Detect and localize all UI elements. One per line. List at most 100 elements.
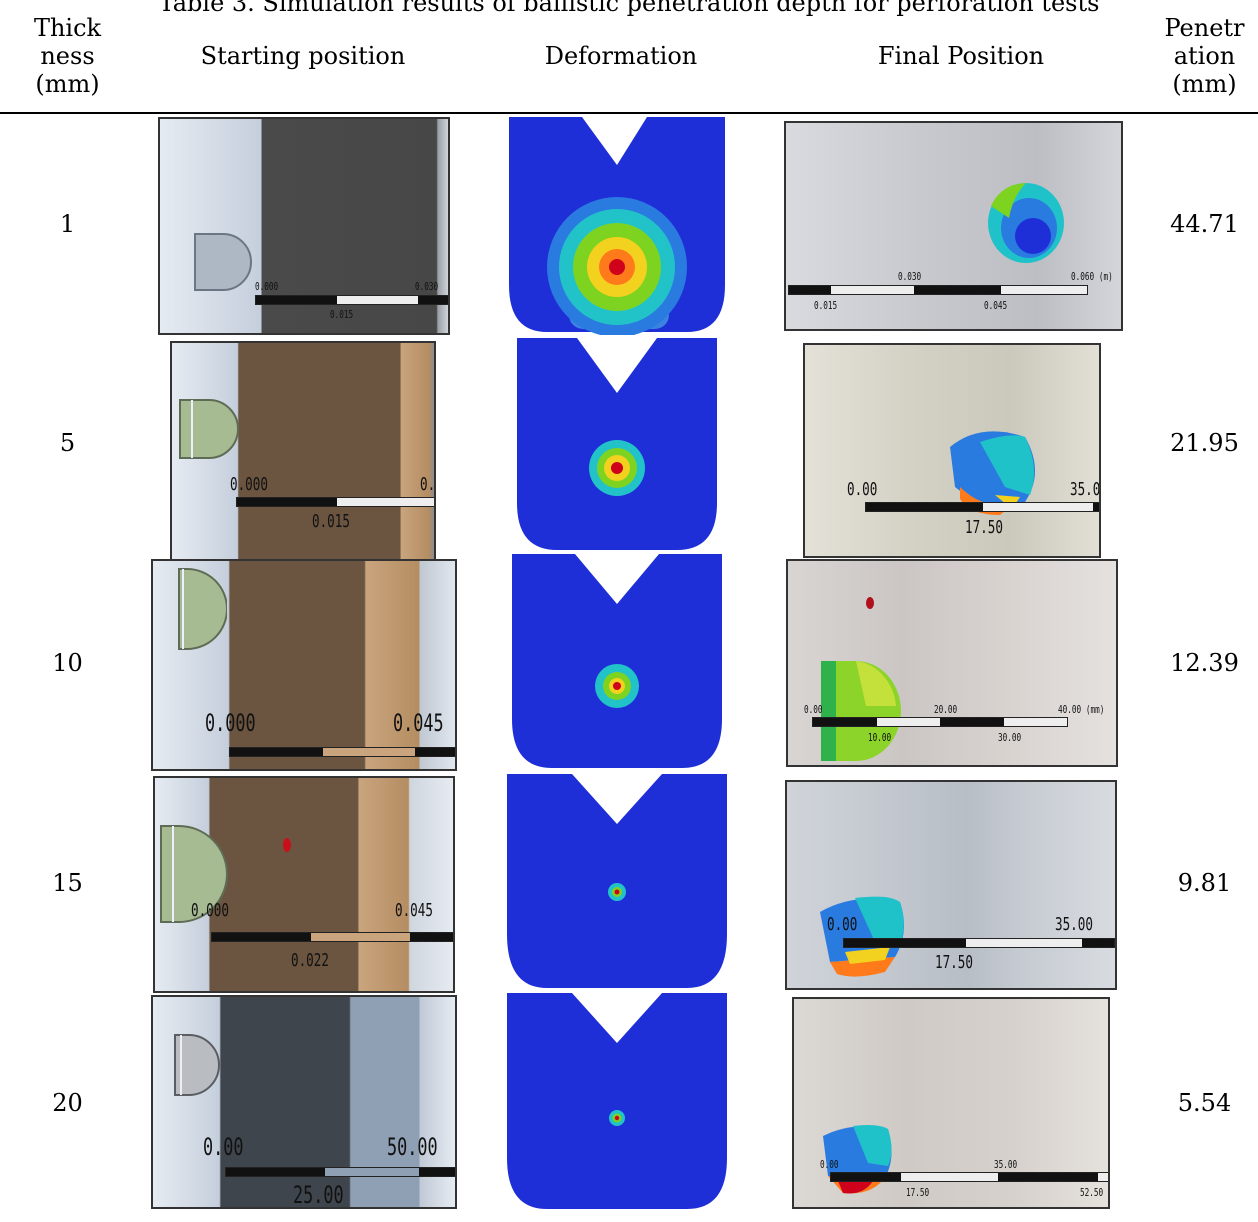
starting-position-cell: 0.000 0.045 0.022 xyxy=(135,773,471,993)
final-position-image: 0.030 0.060 (m) 0.015 0.045 xyxy=(784,121,1123,331)
header-penetration-line1: Penetr xyxy=(1164,14,1245,42)
deformation-cell xyxy=(471,553,771,773)
scale-label: 40.00 (mm) xyxy=(1058,703,1105,716)
deformation-image xyxy=(512,554,722,768)
header-penetration: Penetr ation (mm) xyxy=(1151,0,1258,114)
deformation-cell xyxy=(471,113,771,335)
header-deformation: Deformation xyxy=(471,0,771,114)
deformation-cell xyxy=(471,773,771,993)
penetration-cell: 12.39 xyxy=(1170,649,1239,677)
scale-label: 0.045 xyxy=(984,299,1008,312)
header-starting-position: Starting position xyxy=(135,0,471,114)
final-position-cell: 0.00 35.0 17.50 xyxy=(771,333,1151,558)
starting-position-image: 0.000 0.045 xyxy=(151,559,457,771)
scale-label: 0.015 xyxy=(814,299,838,312)
scale-label: 17.50 xyxy=(906,1186,930,1199)
header-thickness-line2: ness xyxy=(40,42,95,70)
projectile-icon xyxy=(179,399,239,459)
thickness-cell: 20 xyxy=(52,1089,83,1117)
penetration-cell: 9.81 xyxy=(1177,869,1232,897)
projectile-icon xyxy=(174,1034,220,1096)
scale-bar xyxy=(225,1167,455,1177)
projectile-icon xyxy=(160,825,228,923)
scale-label: 0.015 xyxy=(312,511,350,532)
starting-position-image: 0.000 0.030 0.015 xyxy=(158,117,450,335)
deformation-image xyxy=(509,117,725,335)
scale-label: 0.00 xyxy=(203,1133,244,1161)
final-position-image: 0.00 20.00 40.00 (mm) 10.00 30.00 xyxy=(786,559,1118,767)
header-thickness-line3: (mm) xyxy=(35,70,100,98)
header-final-position: Final Position xyxy=(771,0,1151,114)
starting-position-image: 0.000 0.0 0.015 xyxy=(170,341,436,563)
marker-dot xyxy=(283,838,291,852)
deformation-image xyxy=(517,338,717,550)
thickness-cell: 1 xyxy=(59,209,76,238)
projectile-icon xyxy=(178,568,227,650)
table-row: 5 0.000 0.0 0.015 xyxy=(0,333,1258,563)
scale-label: 0.000 xyxy=(191,900,229,921)
penetration-cell: 5.54 xyxy=(1177,1089,1232,1117)
scale-bar xyxy=(788,285,1088,295)
scale-label: 0.030 xyxy=(898,270,922,283)
scale-bar xyxy=(843,938,1115,948)
scale-label: 30.00 xyxy=(998,731,1022,744)
header-thickness-line1: Thick xyxy=(33,14,102,42)
scale-label: 0.030 xyxy=(415,280,439,293)
scale-label: 10.00 xyxy=(868,731,892,744)
scale-label: 35.0 xyxy=(1070,479,1101,500)
final-position-image: 0.00 35.0 17.50 xyxy=(803,343,1101,558)
penetration-cell: 21.95 xyxy=(1170,429,1239,457)
scale-label: 35.00 xyxy=(994,1158,1018,1171)
scale-label: 0.015 xyxy=(330,308,354,321)
deformation-cell xyxy=(471,993,771,1213)
final-position-image: 0.00 35.00 17.50 52.50 xyxy=(792,997,1110,1209)
scale-bar xyxy=(229,747,455,757)
scale-bar xyxy=(865,502,1099,512)
table-row: 1 0.000 0.030 0.015 xyxy=(0,113,1258,335)
scale-label: 25.00 xyxy=(293,1181,344,1209)
scale-label: 0.022 xyxy=(291,950,329,971)
marker-dot xyxy=(866,597,874,609)
scale-bar xyxy=(211,932,453,942)
deformation-image xyxy=(507,774,727,988)
scale-bar xyxy=(255,295,448,305)
final-position-cell: 0.00 20.00 40.00 (mm) 10.00 30.00 xyxy=(771,553,1151,773)
scale-label: 35.00 xyxy=(1055,914,1093,935)
projectile-icon xyxy=(194,233,252,291)
starting-position-cell: 0.000 0.030 0.015 xyxy=(135,113,471,335)
scale-label: 0.000 xyxy=(230,474,268,495)
thickness-cell: 5 xyxy=(59,429,76,457)
scale-label: 0.000 xyxy=(255,280,279,293)
header-penetration-line2: ation xyxy=(1173,42,1236,70)
scale-label: 0.045 xyxy=(393,709,444,737)
thickness-cell: 15 xyxy=(52,869,83,897)
scale-label: 0.00 xyxy=(820,1158,839,1171)
table-row: 10 0.000 0.045 xyxy=(0,553,1258,773)
scale-label: 0.060 (m) xyxy=(1071,270,1113,283)
scale-label: 0.00 xyxy=(804,703,823,716)
scale-label: 17.50 xyxy=(965,517,1003,538)
final-position-cell: 0.030 0.060 (m) 0.015 0.045 xyxy=(771,113,1151,333)
scale-label: 50.00 xyxy=(387,1133,438,1161)
final-position-cell: 0.00 35.00 17.50 xyxy=(771,773,1151,993)
scale-bar xyxy=(236,497,434,507)
scale-label: 52.50 xyxy=(1080,1186,1104,1199)
scale-label: 17.50 xyxy=(935,952,973,973)
scale-label: 0.00 xyxy=(827,914,858,935)
starting-position-image: 0.00 50.00 25.00 xyxy=(151,995,457,1209)
final-position-image: 0.00 35.00 17.50 xyxy=(785,780,1117,990)
starting-position-image: 0.000 0.045 0.022 xyxy=(153,776,455,993)
penetration-cell: 44.71 xyxy=(1170,209,1239,238)
scale-bar xyxy=(812,717,1068,727)
starting-position-cell: 0.000 0.045 xyxy=(135,553,471,773)
projectile-icon xyxy=(988,183,1064,263)
final-position-cell: 0.00 35.00 17.50 52.50 xyxy=(771,993,1151,1213)
thickness-cell: 10 xyxy=(52,649,83,677)
header-thickness: Thick ness (mm) xyxy=(0,0,135,114)
table-row: 15 0.000 0.045 0.022 xyxy=(0,773,1258,993)
starting-position-cell: 0.000 0.0 0.015 xyxy=(135,333,471,563)
projectile-icon xyxy=(820,896,904,977)
scale-label: 0.00 xyxy=(847,479,878,500)
scale-label: 0.045 xyxy=(395,900,433,921)
